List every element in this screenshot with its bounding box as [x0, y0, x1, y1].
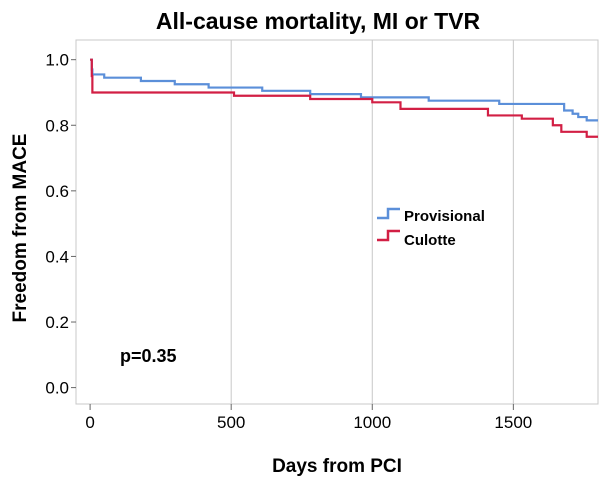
y-tick-label: 0.0: [45, 379, 69, 398]
x-axis-label: Days from PCI: [272, 456, 402, 477]
legend-label-provisional: Provisional: [404, 208, 485, 225]
plot-frame: [75, 39, 599, 405]
y-tick-label: 1.0: [45, 51, 69, 70]
p-value-annotation: p=0.35: [120, 346, 177, 366]
y-tick-label: 0.8: [45, 116, 69, 135]
series-line-provisional: [90, 58, 598, 122]
y-tick-label: 0.2: [45, 313, 69, 332]
x-tick-label: 1000: [353, 413, 391, 432]
legend: Provisional Culotte: [377, 207, 485, 249]
y-tick-label: 0.4: [45, 247, 69, 266]
y-tick-label: 0.6: [45, 182, 69, 201]
x-tick-label: 0: [85, 413, 94, 432]
legend-swatch-provisional: [377, 207, 400, 220]
axes: 0 500 1000 1500 0.0 0.2 0.4 0.6 0.8 1.0: [45, 51, 532, 432]
legend-swatch-culotte: [377, 229, 400, 242]
x-tick-label: 1500: [494, 413, 532, 432]
x-tick-label: 500: [217, 413, 245, 432]
legend-label-culotte: Culotte: [404, 232, 456, 249]
series-line-culotte: [90, 58, 598, 138]
chart-title: All-cause mortality, MI or TVR: [156, 8, 481, 34]
series-layer: [90, 58, 598, 138]
y-axis-label: Freedom from MACE: [10, 134, 31, 323]
